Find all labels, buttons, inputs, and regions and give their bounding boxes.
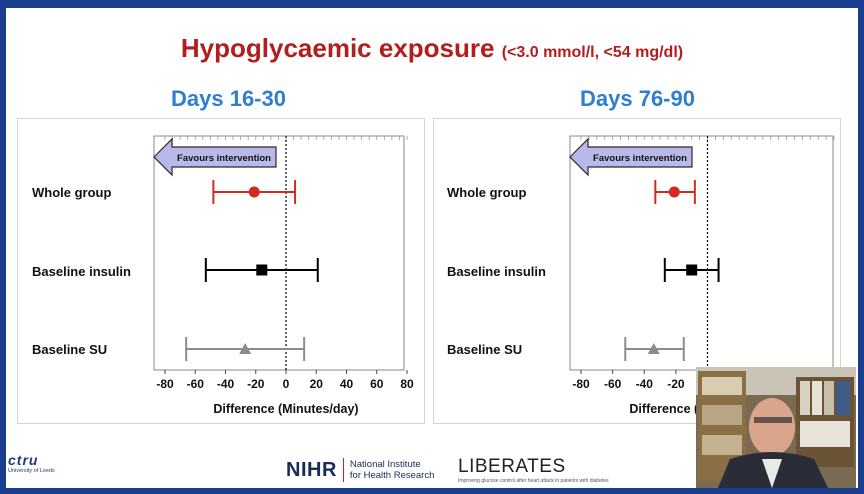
x-tick-label: 20 (310, 377, 324, 391)
favours-intervention-label: Favours intervention (177, 153, 271, 164)
presenter-video-image (696, 367, 856, 488)
liberates-logo: LIBERATES Improving glucose control afte… (458, 456, 609, 484)
point-estimate-square (256, 264, 268, 276)
x-tick-label: -40 (636, 377, 654, 391)
x-tick-label: -40 (217, 377, 235, 391)
nihr-logo: NIHR National Institute for Health Resear… (286, 458, 435, 482)
x-tick-label: 0 (283, 377, 290, 391)
x-tick-label: -20 (667, 377, 685, 391)
webcam-video (696, 367, 856, 488)
plot-frame (153, 135, 405, 371)
row-label: Whole group (32, 185, 112, 200)
forest-plot-left: -80 -60 -40 -20 0 20 40 60 80 Favours interventio… (17, 118, 425, 424)
panel-title-right: Days 76-90 (580, 86, 695, 111)
row-label: Baseline insulin (447, 264, 546, 279)
x-axis-title: Difference (Minutes/day) (213, 402, 359, 416)
row-label: Baseline SU (447, 342, 523, 357)
point-estimate-circle (668, 186, 680, 198)
plot-frame (569, 135, 834, 371)
x-tick-label: -60 (604, 377, 622, 391)
row-label: Whole group (447, 185, 527, 200)
x-tick-label: 60 (370, 377, 384, 391)
favours-intervention-label: Favours intervention (593, 153, 687, 164)
point-estimate-square (686, 264, 698, 276)
x-tick-label: 40 (340, 377, 354, 391)
favours-arrow-icon (153, 137, 277, 177)
ctru-logo: ctru University of Leeds (8, 452, 55, 474)
row-label: Baseline insulin (32, 264, 131, 279)
x-tick-label: 80 (400, 377, 414, 391)
point-estimate-triangle (647, 343, 660, 354)
x-tick-label: -60 (187, 377, 205, 391)
x-tick-label: -20 (247, 377, 265, 391)
x-tick-label: -80 (572, 377, 590, 391)
x-tick-label: -80 (156, 377, 174, 391)
favours-arrow-icon (569, 137, 693, 177)
point-estimate-triangle (239, 343, 252, 354)
panel-title-left: Days 16-30 (171, 86, 286, 111)
forest-plot-left-svg: -80 -60 -40 -20 0 20 40 60 80 Favours interventio… (153, 135, 414, 391)
slide-title: Hypoglycaemic exposure (<3.0 mmol/l, <54… (180, 33, 684, 63)
point-estimate-circle (248, 186, 260, 198)
row-label: Baseline SU (32, 342, 108, 357)
